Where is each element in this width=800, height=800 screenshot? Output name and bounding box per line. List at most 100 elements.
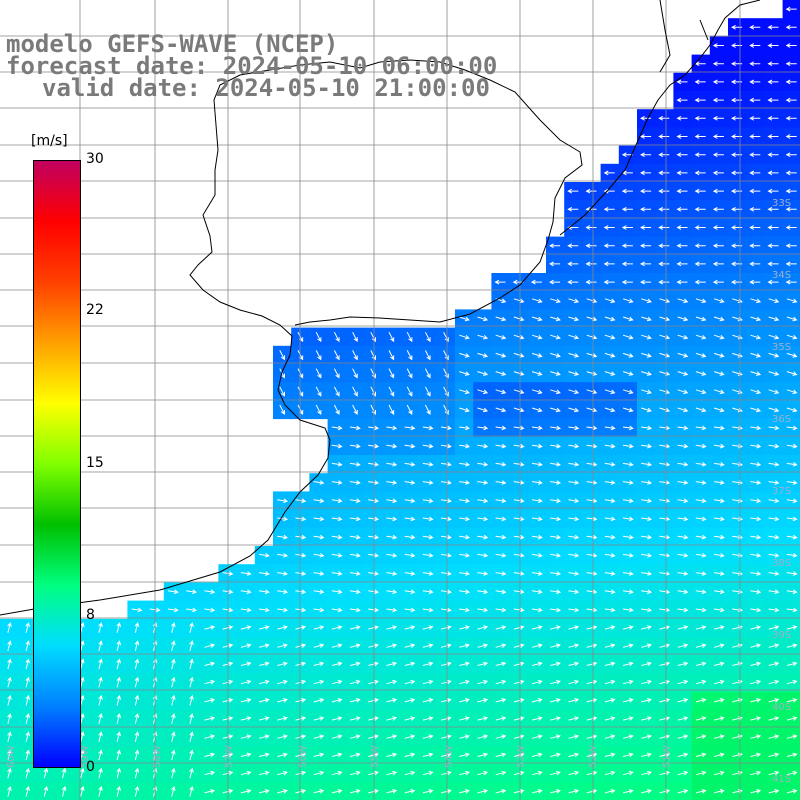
wind-arrow [277, 789, 288, 794]
wind-arrow [567, 261, 579, 267]
wind-arrow [25, 749, 30, 761]
wind-arrow [622, 716, 634, 721]
wind-arrow [477, 389, 489, 395]
wind-arrow [313, 734, 325, 739]
wind-arrow [604, 425, 616, 431]
wind-arrow [658, 279, 670, 285]
wind-arrow [713, 661, 725, 667]
wind-arrow [513, 425, 525, 431]
wind-arrow [25, 694, 30, 706]
wind-arrow [477, 770, 489, 776]
wind-arrow [677, 516, 689, 522]
wind-arrow [713, 480, 725, 485]
wind-arrow [731, 261, 743, 267]
wind-arrow [349, 534, 361, 540]
wind-arrow [277, 498, 289, 504]
wind-arrow [785, 225, 797, 230]
wind-arrow [349, 698, 361, 703]
wind-arrow [712, 279, 724, 285]
wind-arrow [713, 443, 725, 449]
wind-arrow [604, 789, 616, 794]
wind-arrow [568, 389, 580, 395]
wind-arrow [677, 589, 689, 595]
wind-arrow [785, 243, 797, 249]
wind-arrow [477, 607, 489, 613]
wind-arrow [331, 534, 343, 540]
wind-arrow [404, 443, 416, 449]
wind-arrow [768, 752, 780, 758]
wind-arrow [370, 404, 376, 415]
wind-arrow [750, 553, 762, 558]
wind-arrow [550, 498, 562, 504]
wind-arrow [749, 134, 761, 139]
wind-arrow [604, 334, 616, 340]
wind-arrow [258, 643, 270, 648]
wind-arrow [531, 716, 543, 721]
wind-arrow [622, 298, 634, 304]
wind-arrow [531, 698, 543, 703]
wind-arrow [331, 661, 343, 667]
wind-arrow [240, 752, 252, 758]
wind-arrow [659, 752, 671, 758]
wind-arrow [550, 716, 561, 721]
wind-arrow [459, 734, 470, 739]
wind-arrow [331, 589, 343, 595]
wind-arrow [731, 243, 743, 249]
wind-arrow [713, 770, 725, 776]
wind-arrow [768, 553, 780, 558]
wind-arrow [750, 425, 762, 431]
wind-arrow [586, 371, 598, 376]
wind-arrow [568, 589, 580, 595]
wind-arrow [731, 61, 743, 67]
wind-arrow [116, 785, 121, 797]
wind-arrow [550, 298, 561, 304]
wind-arrow [477, 789, 489, 794]
wind-arrow [750, 298, 762, 304]
wind-arrow [713, 498, 725, 504]
wind-arrow [550, 462, 562, 467]
wind-arrow [258, 734, 270, 739]
wind-arrow [768, 334, 780, 340]
wind-arrow [368, 789, 379, 794]
wind-arrow [422, 498, 434, 504]
wind-arrow [749, 79, 761, 85]
wind-arrow [750, 443, 762, 449]
colorbar-tick-30: 30 [86, 151, 104, 167]
wind-arrow [331, 698, 343, 703]
wind-arrow [713, 316, 725, 322]
wind-arrow [459, 643, 470, 648]
wind-arrow [459, 571, 471, 576]
wind-arrow [659, 334, 671, 340]
wind-arrow [586, 589, 598, 595]
wind-arrow [277, 679, 288, 685]
wind-arrow [80, 622, 85, 633]
wind-arrow [440, 516, 452, 522]
wind-arrow [604, 752, 616, 758]
wind-arrow [80, 785, 85, 797]
wind-arrow [549, 243, 561, 249]
wind-arrow [440, 625, 452, 630]
wind-arrow [404, 625, 416, 630]
wind-arrow [477, 407, 489, 413]
wind-arrow [7, 694, 12, 706]
wind-arrow [586, 625, 598, 630]
wind-arrow [422, 643, 434, 648]
wind-arrow [477, 516, 489, 522]
wind-arrow [386, 625, 398, 630]
wind-arrow [386, 770, 398, 776]
wind-arrow [404, 553, 416, 558]
wind-arrow [786, 679, 798, 685]
wind-arrow [313, 625, 325, 630]
wind-arrow [750, 371, 762, 376]
wind-arrow [586, 516, 598, 522]
wind-arrow [713, 643, 725, 648]
wind-arrow [222, 752, 234, 758]
wind-arrow [568, 625, 580, 630]
wind-arrow [604, 734, 616, 739]
wind-arrow [477, 553, 489, 558]
wind-arrow [531, 553, 543, 558]
wind-arrow [477, 698, 489, 703]
wind-arrow [422, 516, 434, 522]
wind-arrow [440, 425, 452, 431]
wind-arrow [622, 752, 634, 758]
